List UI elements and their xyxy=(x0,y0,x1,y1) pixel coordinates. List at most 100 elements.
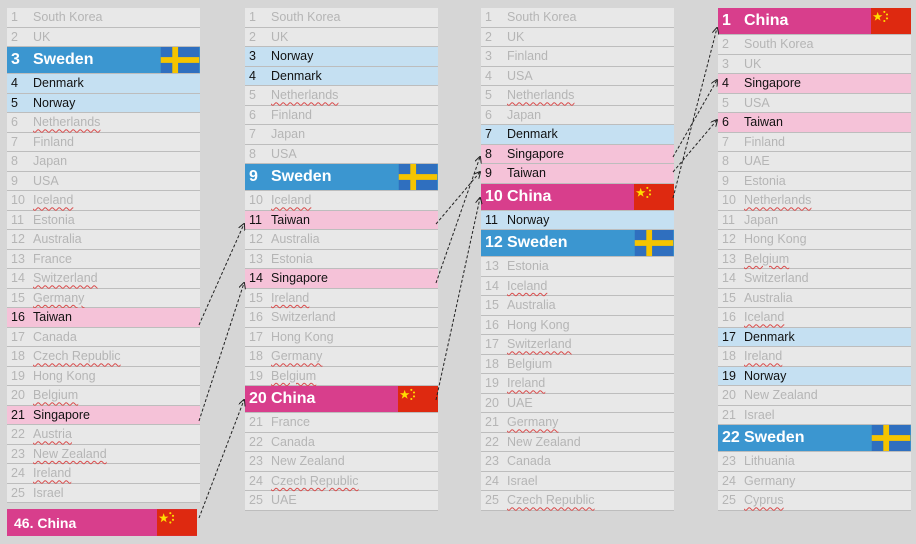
rank-number: 17 xyxy=(722,329,736,344)
rank-number: 6 xyxy=(722,115,729,130)
table-row: 22 Sweden xyxy=(718,425,911,452)
country-name: Czech Republic xyxy=(507,493,595,508)
table-row: 10 China xyxy=(481,183,674,211)
table-row: 25 Israel xyxy=(7,484,200,503)
table-row: 4 Singapore xyxy=(718,74,911,94)
rank-number: 22 xyxy=(485,434,499,449)
country-name: Taiwan xyxy=(744,115,783,130)
rank-number: 23 xyxy=(722,454,736,469)
country-name: Israel xyxy=(744,407,775,422)
table-row: 1 South Korea xyxy=(7,8,200,28)
country-name: South Korea xyxy=(744,37,814,52)
country-name: Germany xyxy=(507,415,559,430)
china-flag-icon xyxy=(634,183,674,210)
table-row: 13 Estonia xyxy=(481,257,674,277)
rank-number: 2 xyxy=(249,29,256,44)
country-name: Japan xyxy=(507,107,542,122)
rank-number: 14 xyxy=(249,271,263,286)
rank-number: 14 xyxy=(485,278,499,293)
table-row: 10 Iceland xyxy=(7,191,200,211)
table-row: 22 Canada xyxy=(245,433,438,452)
rank-number: 16 xyxy=(485,317,499,332)
table-row: 2 South Korea xyxy=(718,35,911,55)
table-row: 20 Belgium xyxy=(7,386,200,406)
country-name: UAE xyxy=(271,493,297,508)
country-name: Denmark xyxy=(33,76,84,91)
rank-number: 11 xyxy=(722,212,735,227)
table-row: 25 UAE xyxy=(245,491,438,511)
rank-number: 15 xyxy=(485,298,499,313)
rank-number: 1 xyxy=(485,10,492,25)
country-name: Ireland xyxy=(744,349,783,364)
table-row: 21 France xyxy=(245,413,438,433)
country-name: Netherlands xyxy=(271,88,339,103)
table-row: 15 Australia xyxy=(481,296,674,316)
table-row: 4 Denmark xyxy=(245,66,438,86)
rank-number: 1 xyxy=(722,12,731,29)
table-row: 11 Japan xyxy=(718,211,911,230)
table-row: 24 Israel xyxy=(481,472,674,491)
rank-number: 17 xyxy=(485,337,499,352)
table-row: 11 Estonia xyxy=(7,211,200,230)
table-row: 16 Iceland xyxy=(718,308,911,328)
rank-number: 19 xyxy=(249,368,263,383)
country-name: Belgium xyxy=(33,388,79,403)
country-name: USA xyxy=(507,68,533,83)
rank-number: 16 xyxy=(11,310,25,325)
country-name: UAE xyxy=(744,154,770,169)
country-name: Taiwan xyxy=(271,212,310,227)
table-row: 19 Belgium xyxy=(245,367,438,386)
country-name: Hong Kong xyxy=(507,317,570,332)
table-row: 3 Finland xyxy=(481,47,674,67)
table-row: 15 Australia xyxy=(718,289,911,308)
rank-number: 24 xyxy=(11,466,25,481)
table-row: 13 France xyxy=(7,250,200,269)
table-row: 13 Belgium xyxy=(718,250,911,269)
rank-number: 15 xyxy=(722,290,736,305)
country-name: Norway xyxy=(507,212,550,227)
table-row: 23 New Zealand xyxy=(7,445,200,464)
country-name: Finland xyxy=(744,134,785,149)
table-row: 12 Australia xyxy=(7,230,200,250)
rank-number: 12 xyxy=(722,232,736,247)
table-row: 14 Switzerland xyxy=(718,269,911,289)
rank-number: 3 xyxy=(485,49,492,64)
table-row: 20 New Zealand xyxy=(718,386,911,406)
country-name: Denmark xyxy=(744,329,795,344)
country-name: UK xyxy=(33,29,51,44)
country-name: Belgium xyxy=(507,356,553,371)
country-name: Netherlands xyxy=(744,193,812,208)
rank-number: 10 xyxy=(722,193,736,208)
country-name: UK xyxy=(744,56,762,71)
country-name: Israel xyxy=(507,473,538,488)
rank-number: 24 xyxy=(249,473,263,488)
rank-number: 1 xyxy=(249,10,256,25)
arrow-taiwan-1 xyxy=(198,224,244,326)
ranking-column-2: 1 South Korea 2 UK 3 Norway 4 Denmark 5 Netherlan… xyxy=(245,8,438,511)
country-name: New Zealand xyxy=(744,388,818,403)
rank-number: 25 xyxy=(485,493,499,508)
rank-number: 23 xyxy=(485,454,499,469)
table-row: 24 Czech Republic xyxy=(245,472,438,491)
table-row: 16 Switzerland xyxy=(245,308,438,328)
rank-number: 2 xyxy=(722,37,729,52)
rank-number: 8 xyxy=(249,146,256,161)
rank-number: 8 xyxy=(722,154,729,169)
rank-number: 5 xyxy=(249,88,256,103)
arrow-china-1 xyxy=(198,400,244,519)
table-row: 17 Switzerland xyxy=(481,335,674,355)
rank-number: 19 xyxy=(485,376,499,391)
rank-number: 13 xyxy=(722,251,736,266)
rank-number: 17 xyxy=(11,329,25,344)
table-row: 6 Taiwan xyxy=(718,113,911,133)
country-name: France xyxy=(33,251,72,266)
rank-number: 7 xyxy=(485,127,492,142)
china-flag-icon xyxy=(871,8,911,34)
rank-number: 12 xyxy=(485,234,503,251)
rank-number: 7 xyxy=(249,127,256,142)
rank-number: 18 xyxy=(485,356,499,371)
country-name: Czech Republic xyxy=(33,349,121,364)
rank-number: 4 xyxy=(722,76,729,91)
table-row: 10 Iceland xyxy=(245,191,438,211)
country-name: UK xyxy=(507,29,525,44)
